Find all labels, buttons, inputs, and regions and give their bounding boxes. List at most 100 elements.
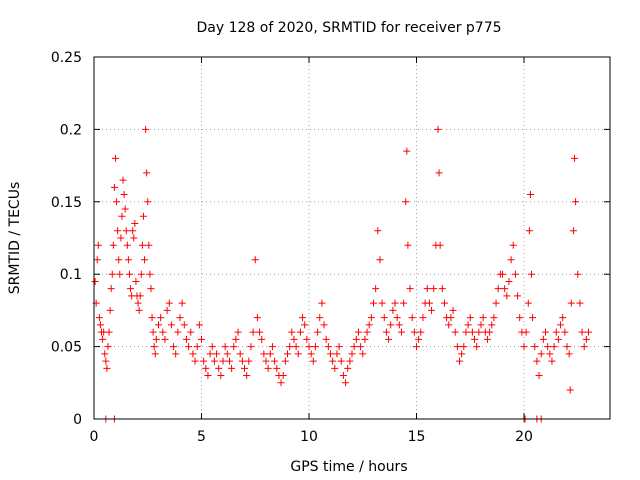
data-point — [576, 299, 584, 307]
y-tick-label: 0.05 — [51, 340, 82, 356]
data-point — [520, 343, 528, 351]
data-point — [236, 350, 244, 358]
data-point — [155, 321, 162, 329]
data-point — [350, 343, 358, 351]
data-point — [93, 256, 101, 264]
data-point — [417, 328, 425, 336]
data-point — [116, 270, 124, 278]
data-point — [413, 343, 420, 351]
data-point — [200, 357, 208, 365]
data-point — [509, 241, 517, 249]
data-point — [359, 350, 367, 358]
data-point — [104, 343, 112, 351]
data-point — [144, 198, 152, 206]
data-point — [296, 328, 304, 336]
data-point — [180, 321, 188, 329]
data-point — [380, 314, 388, 322]
data-point — [145, 241, 153, 249]
data-point — [408, 314, 416, 322]
data-point — [456, 357, 463, 365]
data-point — [105, 328, 113, 336]
data-point — [118, 212, 126, 220]
data-point — [157, 314, 165, 322]
data-point — [159, 328, 167, 336]
data-point — [141, 256, 149, 264]
data-point — [123, 241, 131, 249]
data-point — [585, 328, 592, 336]
data-point — [305, 343, 313, 351]
data-point — [314, 328, 322, 336]
data-point — [206, 350, 214, 358]
data-point — [344, 364, 352, 372]
data-point — [225, 357, 233, 365]
data-point — [387, 321, 395, 329]
data-point — [115, 256, 123, 264]
data-point — [106, 306, 114, 314]
x-axis-ticks: 0 5 10 15 20 — [90, 57, 533, 445]
data-point — [108, 270, 116, 278]
data-point — [525, 227, 533, 235]
data-point — [161, 335, 169, 343]
data-point — [198, 335, 205, 343]
data-point — [522, 328, 530, 336]
data-point — [127, 285, 135, 293]
data-point — [99, 335, 107, 343]
data-point — [245, 357, 253, 365]
data-point — [539, 335, 547, 343]
data-point — [129, 227, 137, 235]
data-point — [400, 299, 408, 307]
data-point — [142, 125, 150, 133]
data-point — [117, 234, 125, 242]
data-point — [208, 343, 216, 351]
data-point — [533, 357, 541, 365]
grid-lines — [94, 57, 610, 419]
data-point — [241, 364, 248, 372]
data-point — [449, 306, 457, 314]
data-point — [565, 350, 573, 358]
data-point — [132, 277, 140, 285]
data-point — [213, 350, 221, 358]
data-point — [389, 306, 397, 314]
data-point — [172, 350, 180, 358]
data-point — [468, 328, 476, 336]
y-tick-label: 0 — [73, 412, 82, 428]
data-point — [516, 314, 524, 322]
data-point — [322, 335, 330, 343]
data-point — [294, 350, 302, 358]
data-point — [102, 357, 110, 365]
data-point — [324, 343, 332, 351]
data-point — [309, 357, 317, 365]
data-point — [150, 343, 158, 351]
data-point — [410, 328, 418, 336]
data-point — [503, 292, 511, 300]
data-point — [406, 285, 414, 293]
data-point — [488, 321, 496, 329]
data-point — [528, 270, 536, 278]
data-point — [453, 343, 461, 351]
data-point — [499, 270, 506, 278]
data-point — [393, 314, 401, 322]
data-point — [554, 335, 562, 343]
data-point — [460, 343, 468, 351]
data-point — [494, 285, 502, 293]
data-point — [357, 343, 365, 351]
data-point — [370, 299, 377, 307]
data-point — [94, 241, 102, 249]
data-point — [292, 343, 300, 351]
data-point — [466, 314, 474, 322]
data-point — [436, 241, 444, 249]
data-point — [561, 328, 569, 336]
data-point — [91, 277, 99, 285]
data-point — [204, 372, 212, 380]
x-tick-label: 0 — [90, 429, 99, 445]
data-point — [471, 335, 479, 343]
data-point — [395, 321, 403, 329]
y-axis-label: SRMTID / TECUs — [7, 182, 23, 295]
data-point — [165, 299, 173, 307]
data-point — [544, 343, 552, 351]
data-point — [559, 314, 567, 322]
data-point — [578, 328, 586, 336]
data-point — [566, 386, 574, 394]
data-point — [301, 321, 309, 329]
data-point — [473, 343, 481, 351]
